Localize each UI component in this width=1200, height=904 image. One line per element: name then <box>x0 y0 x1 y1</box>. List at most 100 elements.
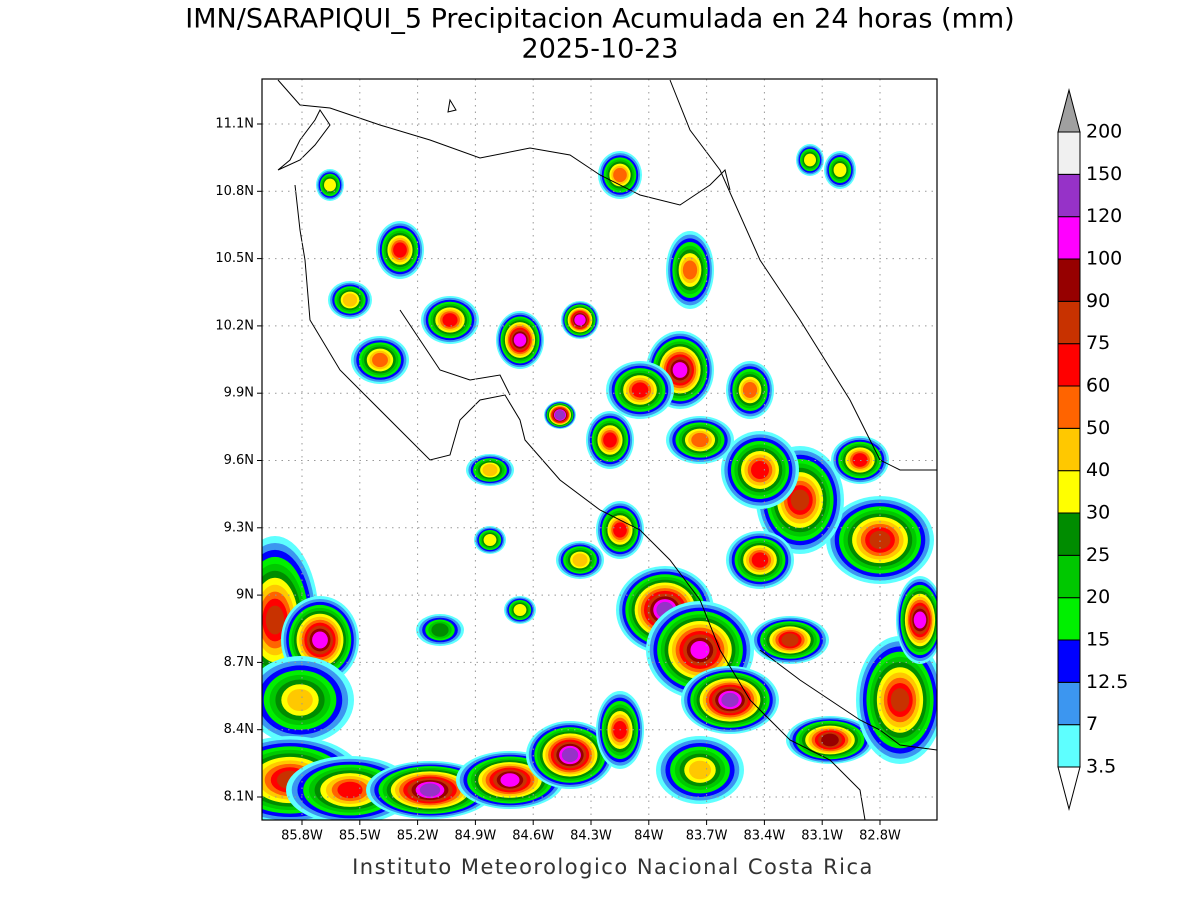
lon-tick-label: 82.8W <box>859 829 901 844</box>
precip-contour <box>513 604 527 616</box>
precip-contour <box>631 382 649 398</box>
precip-contour <box>431 623 449 637</box>
precip-contour <box>781 633 799 647</box>
colorbar-box <box>1057 427 1081 472</box>
precip-contour <box>751 552 769 568</box>
lat-tick-label: 8.4N <box>224 722 254 737</box>
lat-tick-label: 10.5N <box>215 251 254 266</box>
colorbar-label: 40 <box>1086 459 1110 481</box>
precip-contour <box>869 530 891 550</box>
colorbar-label: 90 <box>1086 290 1110 312</box>
precip-contour <box>613 522 627 538</box>
colorbar-box <box>1057 639 1081 683</box>
colorbar-box <box>1057 554 1081 599</box>
coastlines <box>277 79 937 820</box>
precip-contour <box>554 409 566 421</box>
map-frame <box>261 78 938 821</box>
precip-contour <box>312 631 328 649</box>
precip-contour <box>265 605 285 635</box>
lon-tick-label: 84W <box>634 829 664 844</box>
precip-contour <box>337 781 363 799</box>
precip-contour <box>613 167 627 183</box>
lon-tick-label: 83.7W <box>686 829 728 844</box>
precip-contour <box>572 553 588 567</box>
precip-contour <box>688 760 712 780</box>
precip-contour <box>419 783 441 797</box>
colorbar-label: 15 <box>1086 629 1110 651</box>
lat-tick-label: 8.1N <box>224 790 254 805</box>
lat-tick-label: 11.1N <box>215 117 254 132</box>
lat-tick-label: 8.7N <box>224 655 254 670</box>
precip-contour <box>324 178 336 192</box>
lon-tick-label: 83.4W <box>743 829 785 844</box>
colorbar-over <box>1057 88 1081 133</box>
colorbar-box <box>1057 216 1081 260</box>
precip-contour <box>603 432 617 448</box>
precip-contour <box>682 260 698 280</box>
colorbar-label: 3.5 <box>1086 756 1116 778</box>
lat-tick-label: 9.6N <box>224 453 254 468</box>
colorbar-label: 200 <box>1086 121 1122 143</box>
precip-contour <box>913 611 927 629</box>
lon-tick-label: 84.9W <box>454 829 496 844</box>
precip-contour <box>721 692 739 708</box>
colorbar-label: 75 <box>1086 332 1110 354</box>
colorbar-box <box>1057 681 1081 726</box>
precip-contour <box>561 747 579 763</box>
colorbar-label: 150 <box>1086 163 1122 185</box>
precip-contour <box>482 463 498 477</box>
lon-tick-label: 85.2W <box>397 829 439 844</box>
precip-contour <box>393 242 407 258</box>
colorbar-label: 50 <box>1086 417 1110 439</box>
lon-tick-label: 83.1W <box>801 829 843 844</box>
precip-contour <box>821 733 839 747</box>
colorbar-box <box>1057 258 1081 302</box>
subtitle: 2025-10-23 <box>522 34 679 65</box>
colorbar-label: 25 <box>1086 544 1110 566</box>
precip-contour <box>287 688 313 712</box>
colorbar-box <box>1057 173 1081 218</box>
colorbar-under <box>1057 766 1081 811</box>
precip-contour <box>372 352 388 368</box>
colorbar-label: 120 <box>1086 205 1122 227</box>
precip-contour <box>804 153 816 167</box>
precip-contour <box>833 163 847 177</box>
lon-tick-label: 84.6W <box>512 829 554 844</box>
precip-contour <box>483 534 497 546</box>
colorbar-label: 7 <box>1086 713 1098 735</box>
colorbar-box <box>1057 300 1081 345</box>
lat-tick-label: 9.3N <box>224 520 254 535</box>
colorbar-box <box>1057 512 1081 556</box>
lat-tick-label: 10.2N <box>215 318 254 333</box>
precip-contour <box>690 641 710 659</box>
colorbar-label: 20 <box>1086 586 1110 608</box>
precip-contour <box>513 333 527 347</box>
colorbar-label: 100 <box>1086 248 1122 270</box>
precip-contour <box>691 432 709 448</box>
lon-tick-label: 85.5W <box>339 829 381 844</box>
precip-contour <box>751 461 769 479</box>
precip-contour <box>890 688 910 712</box>
precip-contour <box>790 489 810 511</box>
colorbar-label: 12.5 <box>1086 671 1128 693</box>
colorbar-label: 30 <box>1086 502 1110 524</box>
lon-tick-label: 84.3W <box>570 829 612 844</box>
precip-contour <box>500 773 520 787</box>
precip-contour <box>742 382 758 398</box>
colorbar-box <box>1057 343 1081 387</box>
colorbar-box <box>1057 597 1081 641</box>
precip-field <box>262 144 937 820</box>
colorbar-box <box>1057 131 1081 175</box>
precip-contour <box>342 293 358 307</box>
colorbar-label: 60 <box>1086 375 1110 397</box>
colorbar-box <box>1057 724 1081 768</box>
precip-contour <box>442 313 458 327</box>
lat-tick-label: 9N <box>236 588 254 603</box>
colorbar-box <box>1057 385 1081 429</box>
lon-tick-label: 85.8W <box>281 829 323 844</box>
footer: Instituto Meteorologico Nacional Costa R… <box>352 855 874 879</box>
colorbar-box <box>1057 470 1081 514</box>
precip-contour <box>672 362 688 378</box>
precip-contour <box>574 314 586 326</box>
